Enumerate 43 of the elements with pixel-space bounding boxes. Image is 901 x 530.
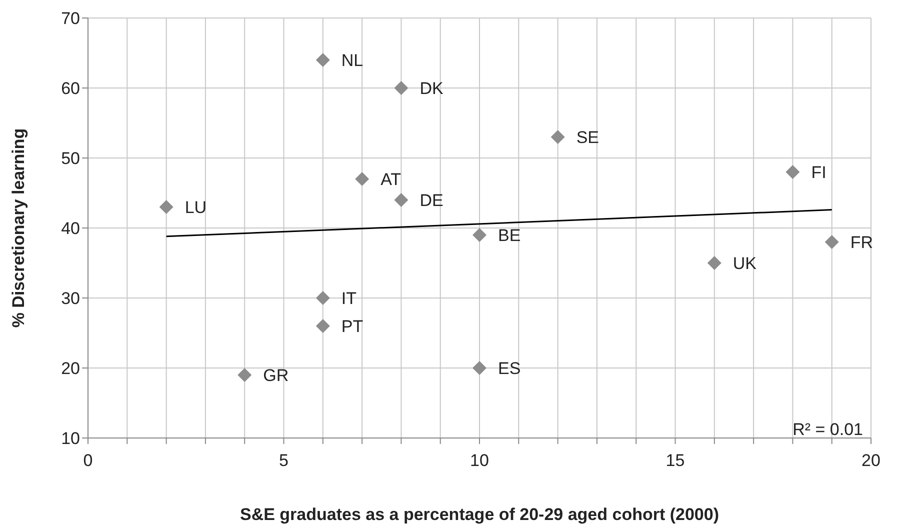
data-label: FR bbox=[850, 233, 874, 252]
point bbox=[786, 165, 800, 179]
x-axis-title: S&E graduates as a percentage of 20-29 aged cohort (2000) bbox=[240, 505, 720, 524]
y-tick-label: 60 bbox=[61, 79, 80, 98]
point bbox=[472, 361, 486, 375]
data-label: DK bbox=[420, 79, 444, 98]
data-label: AT bbox=[380, 170, 402, 190]
point bbox=[550, 130, 565, 144]
point bbox=[316, 291, 330, 305]
point bbox=[316, 53, 330, 67]
data-label: LU bbox=[184, 198, 207, 218]
point bbox=[238, 368, 252, 382]
data-label: BE bbox=[498, 226, 521, 246]
data-label: NL bbox=[341, 51, 364, 70]
point bbox=[394, 81, 408, 95]
data-label: UK bbox=[732, 254, 758, 274]
point bbox=[707, 256, 722, 270]
data-label: DE bbox=[420, 191, 444, 210]
x-tick-label: 5 bbox=[279, 451, 288, 470]
data-label: IT bbox=[341, 289, 357, 308]
y-tick-label: 50 bbox=[61, 149, 80, 168]
x-tick-label: 10 bbox=[470, 451, 489, 470]
data-label: ES bbox=[498, 359, 521, 378]
data-label: SE bbox=[576, 128, 599, 148]
point bbox=[355, 172, 370, 186]
point bbox=[394, 193, 408, 207]
x-tick-label: 0 bbox=[83, 451, 93, 470]
point bbox=[316, 319, 330, 333]
y-tick-label: 20 bbox=[61, 359, 80, 378]
point bbox=[159, 200, 174, 214]
y-tick-label: 40 bbox=[61, 219, 80, 238]
point bbox=[472, 228, 486, 242]
y-axis-title: % Discretionary learning bbox=[9, 128, 28, 328]
y-tick-label: 70 bbox=[61, 9, 80, 28]
x-tick-label: 20 bbox=[862, 451, 880, 470]
x-tick-label: 15 bbox=[666, 451, 685, 470]
data-label: GR bbox=[263, 366, 289, 386]
y-tick-label: 30 bbox=[61, 289, 80, 308]
data-label: FI bbox=[811, 163, 826, 182]
data-label: PT bbox=[341, 317, 364, 336]
y-tick-label: 10 bbox=[61, 429, 80, 448]
annotation: R² = 0.01 bbox=[792, 420, 863, 440]
point bbox=[824, 235, 839, 249]
